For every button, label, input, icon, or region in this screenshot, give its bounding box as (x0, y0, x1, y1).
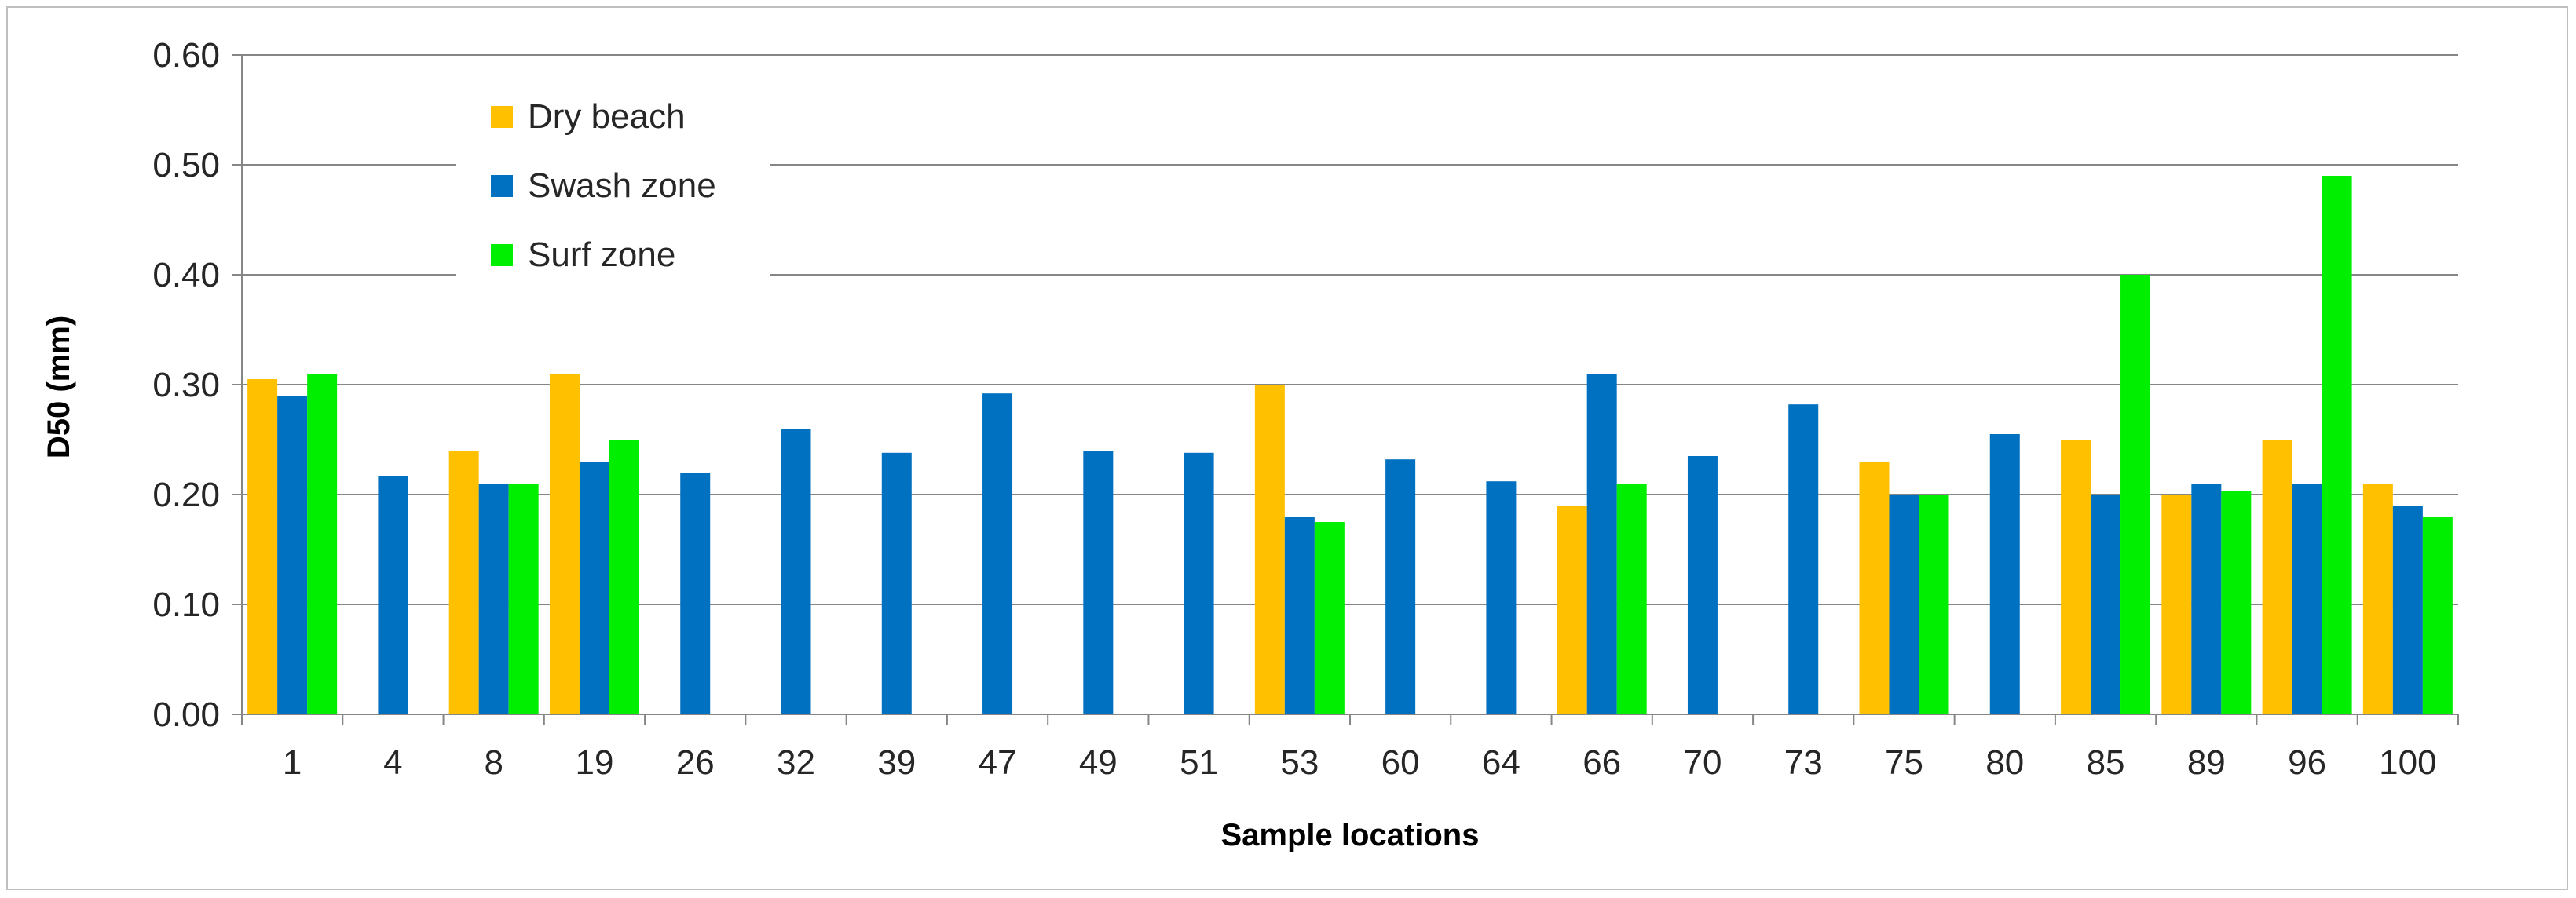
bar-surf-zone (307, 374, 338, 714)
bar-swash-zone (1184, 452, 1214, 714)
bar-swash-zone (2292, 484, 2322, 714)
bar-swash-zone (2392, 506, 2423, 714)
legend-label: Swash zone (528, 166, 716, 205)
x-axis-ticks: 1 4 8 19 26 32 39 47 49 51 53 60 64 66 70 73 75 80 85 89 96 1… (241, 714, 2459, 782)
bar-dry-beach (247, 379, 278, 714)
y-tick-label: 0.60 (152, 36, 220, 75)
legend-swatch (491, 175, 513, 197)
bar-swash-zone (478, 484, 509, 714)
bar-swash-zone (1687, 456, 1718, 714)
y-tick-label: 0.40 (152, 256, 220, 294)
bar-swash-zone (1284, 517, 1315, 714)
bar-surf-zone (1616, 484, 1647, 714)
x-tick-label: 73 (1784, 743, 1823, 782)
bar-swash-zone (1586, 374, 1617, 714)
x-tick-label: 64 (1482, 743, 1520, 782)
x-tick-label: 89 (2187, 743, 2226, 782)
bar-swash-zone (378, 476, 408, 714)
bar-surf-zone (2120, 275, 2151, 714)
bar-swash-zone (781, 429, 811, 714)
bar-dry-beach (1254, 385, 1285, 714)
bar-swash-zone (1486, 481, 1517, 714)
x-tick-label: 85 (2087, 743, 2125, 782)
x-tick-label: 70 (1683, 743, 1722, 782)
bar-dry-beach (549, 374, 580, 714)
bar-dry-beach (448, 451, 479, 714)
y-axis-title: D50 (mm) (42, 316, 76, 458)
bar-dry-beach (1859, 462, 1890, 714)
y-axis-ticks: 0.00 0.10 0.20 0.30 0.40 0.50 0.60 (152, 36, 242, 734)
x-tick-label: 47 (979, 743, 1017, 782)
bar-swash-zone (1385, 459, 1416, 714)
bar-swash-zone (881, 452, 912, 714)
x-tick-label: 8 (484, 743, 503, 782)
y-tick-label: 0.20 (152, 476, 220, 514)
x-tick-label: 4 (383, 743, 402, 782)
x-tick-label: 66 (1583, 743, 1621, 782)
x-tick-label: 60 (1381, 743, 1420, 782)
bar-swash-zone (2091, 495, 2121, 714)
y-tick-label: 0.30 (152, 366, 220, 404)
x-tick-label: 1 (283, 743, 302, 782)
x-tick-label: 53 (1280, 743, 1319, 782)
bar-swash-zone (2191, 484, 2222, 714)
bar-swash-zone (1889, 495, 1919, 714)
bar-surf-zone (508, 484, 539, 714)
bar-surf-zone (2322, 176, 2352, 714)
y-tick-label: 0.50 (152, 146, 220, 184)
bar-surf-zone (1919, 495, 1949, 714)
bar-swash-zone (277, 396, 308, 714)
bar-dry-beach (2061, 440, 2091, 714)
x-tick-label: 49 (1079, 743, 1118, 782)
bar-surf-zone (609, 440, 639, 714)
bar-swash-zone (579, 462, 609, 714)
y-tick-label: 0.00 (152, 695, 220, 734)
bar-swash-zone (1788, 404, 1819, 714)
bar-dry-beach (2161, 495, 2192, 714)
x-tick-label: 96 (2288, 743, 2326, 782)
x-tick-label: 100 (2379, 743, 2436, 782)
x-tick-label: 80 (1985, 743, 2024, 782)
bar-dry-beach (2362, 484, 2393, 714)
x-tick-label: 32 (777, 743, 815, 782)
bar-dry-beach (2262, 440, 2292, 714)
x-tick-label: 39 (877, 743, 916, 782)
x-axis-title: Sample locations (1221, 818, 1480, 852)
legend: Dry beach Swash zone Surf zone (491, 97, 716, 274)
bar-surf-zone (2221, 491, 2252, 714)
bar-swash-zone (982, 393, 1013, 714)
legend-label: Dry beach (528, 97, 686, 136)
legend-swatch (491, 244, 513, 266)
legend-swatch (491, 106, 513, 128)
bar-swash-zone (1989, 434, 2020, 714)
x-tick-label: 51 (1180, 743, 1218, 782)
bar-surf-zone (2422, 517, 2453, 714)
bars (247, 176, 2453, 714)
bar-dry-beach (1557, 506, 1587, 714)
bar-swash-zone (1083, 451, 1114, 714)
x-tick-label: 26 (676, 743, 715, 782)
legend-label: Surf zone (528, 235, 675, 274)
bar-swash-zone (680, 473, 711, 714)
x-tick-label: 19 (575, 743, 613, 782)
bar-surf-zone (1314, 522, 1345, 714)
x-tick-label: 75 (1885, 743, 1923, 782)
y-tick-label: 0.10 (152, 586, 220, 624)
